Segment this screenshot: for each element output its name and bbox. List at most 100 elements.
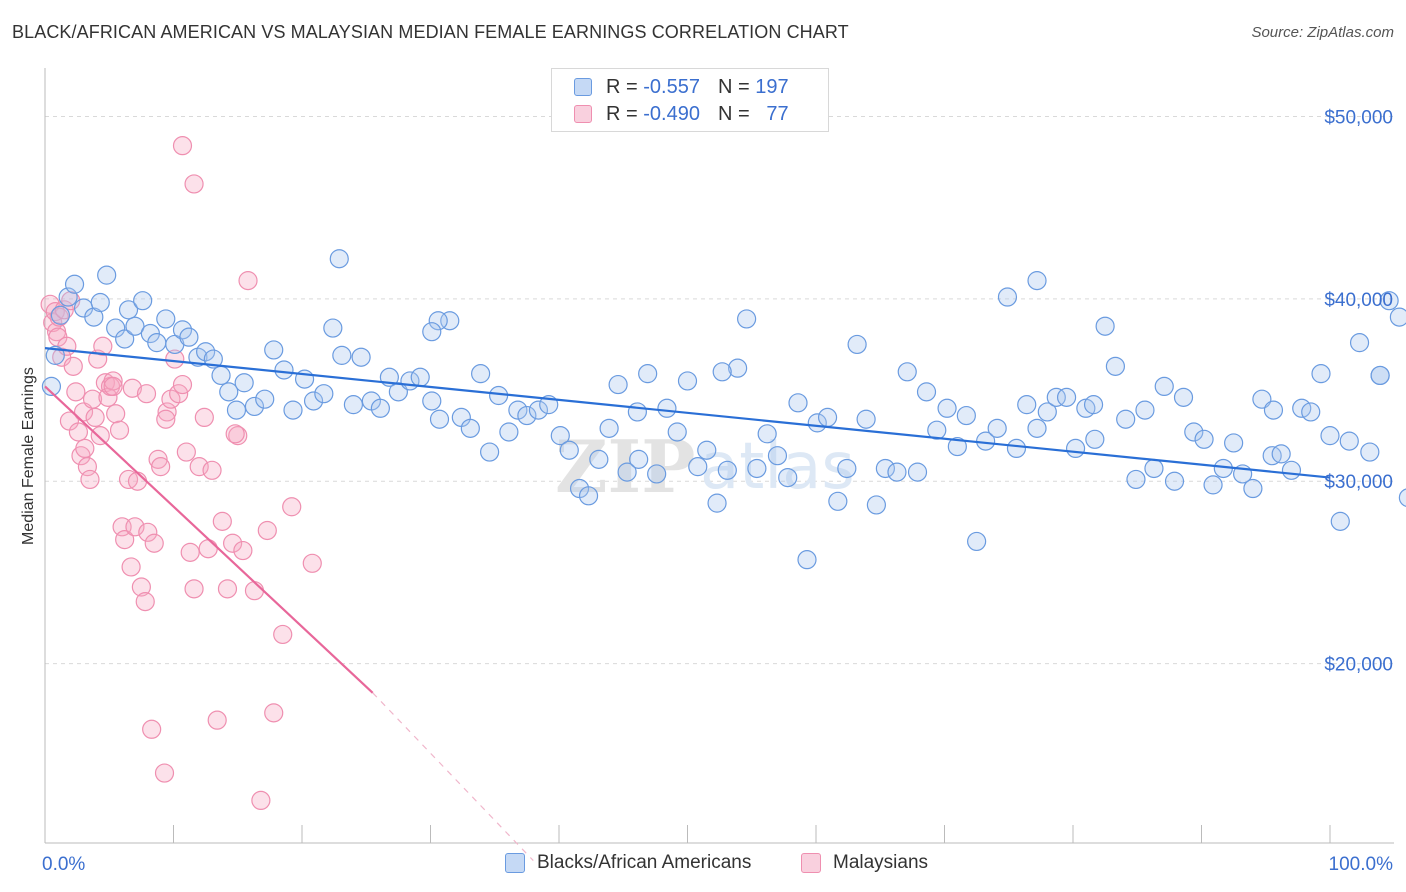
data-point: [115, 529, 135, 550]
legend-n-label: N =: [717, 75, 750, 98]
data-point: [1144, 458, 1164, 479]
data-point: [225, 424, 245, 444]
data-point: [875, 458, 895, 479]
data-point: [234, 373, 254, 393]
watermark-zip: ZIP: [555, 424, 695, 509]
data-point: [194, 407, 214, 428]
data-point: [196, 342, 216, 362]
data-point: [172, 374, 193, 395]
data-point: [90, 292, 110, 313]
data-point: [907, 462, 928, 482]
data-point: [343, 395, 363, 415]
data-point: [121, 557, 141, 577]
legend-label-blacks: Blacks/African Americans: [537, 852, 752, 873]
data-point: [471, 364, 491, 384]
data-point: [184, 579, 204, 599]
data-point: [1311, 364, 1331, 384]
data-point: [264, 703, 284, 723]
data-point: [578, 486, 599, 506]
data-point: [647, 464, 667, 484]
data-point: [856, 409, 876, 429]
trend-lines: [44, 347, 1331, 862]
data-point: [351, 347, 371, 367]
data-point: [737, 309, 757, 329]
data-point: [728, 358, 748, 378]
data-point: [136, 384, 157, 404]
data-point: [422, 322, 442, 342]
data-point: [198, 539, 218, 559]
data-point: [244, 396, 265, 417]
data-point: [1126, 469, 1146, 490]
data-point: [172, 320, 193, 340]
data-point: [273, 624, 293, 645]
data-point: [189, 457, 209, 477]
data-point: [217, 579, 238, 599]
data-point: [109, 420, 130, 440]
series-legend: Blacks/African Americans Malaysians: [0, 852, 1406, 878]
data-point: [866, 495, 886, 515]
data-point: [927, 420, 947, 440]
data-point: [847, 334, 867, 355]
data-point: [1349, 333, 1370, 353]
x-tick-label: 100.0%: [1329, 854, 1394, 875]
data-point: [1398, 488, 1406, 507]
data-point: [1037, 402, 1057, 422]
data-point: [608, 374, 628, 395]
data-point: [97, 265, 117, 285]
data-point: [638, 364, 658, 384]
legend-r-label: R =: [606, 102, 638, 125]
y-tick-label: $40,000: [1324, 290, 1393, 311]
y-axis-label: Median Female Earnings: [20, 367, 37, 545]
data-point: [176, 442, 196, 462]
chart-title: BLACK/AFRICAN AMERICAN VS MALAYSIAN MEDI…: [12, 22, 849, 42]
data-point: [617, 462, 637, 482]
data-point: [314, 384, 334, 404]
legend-n-label: N =: [717, 102, 750, 125]
data-point: [147, 333, 167, 353]
data-point: [480, 442, 500, 462]
data-point: [1224, 433, 1244, 453]
data-point: [422, 391, 442, 411]
legend-swatch-pink: [801, 853, 821, 873]
legend-item-malaysians: Malaysians: [801, 852, 928, 874]
data-point: [238, 271, 258, 291]
axes: [44, 68, 1394, 844]
data-point: [115, 329, 135, 349]
data-point: [499, 422, 519, 442]
data-point: [1184, 422, 1204, 442]
legend-label-malaysians: Malaysians: [833, 852, 929, 873]
data-point: [125, 316, 145, 336]
data-point: [550, 426, 570, 446]
series-blacks-african-americans: [41, 249, 1406, 570]
legend-swatch-pink: [574, 105, 592, 123]
data-point: [302, 553, 322, 573]
data-point: [1046, 387, 1066, 407]
data-point: [219, 382, 239, 402]
data-point: [677, 371, 698, 391]
data-point: [282, 497, 302, 517]
data-point: [80, 469, 100, 490]
trend-line-pink-extension: [372, 692, 534, 862]
data-point: [370, 398, 390, 418]
data-point: [1056, 387, 1077, 407]
data-point: [122, 378, 142, 398]
data-point: [707, 493, 727, 513]
legend-r-value: -0.557: [643, 75, 700, 98]
watermark: ZIP atlas: [555, 424, 855, 509]
source-label: Source: ZipAtlas.com: [1251, 24, 1394, 41]
data-point: [274, 360, 294, 380]
data-point: [559, 440, 579, 460]
data-point: [138, 522, 158, 542]
data-point: [323, 318, 343, 338]
data-point: [1320, 426, 1340, 446]
legend-n-value: 197: [755, 75, 789, 98]
data-point: [657, 398, 677, 418]
data-point: [817, 407, 838, 428]
data-point: [233, 540, 253, 561]
data-point: [68, 422, 89, 442]
data-point: [165, 349, 185, 369]
data-point: [1017, 395, 1037, 415]
data-point: [1360, 442, 1380, 462]
data-point: [244, 581, 265, 601]
